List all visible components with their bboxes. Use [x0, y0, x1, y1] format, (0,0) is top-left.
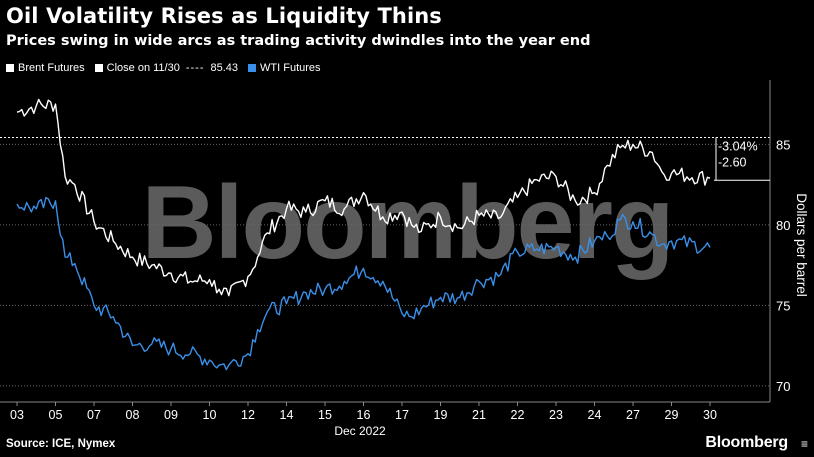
legend-value-close: 85.43 — [210, 62, 239, 74]
x-tick-label: 07 — [87, 408, 101, 422]
bloomberg-chart-icon: ≡ — [800, 437, 808, 451]
x-axis-label: Dec 2022 — [334, 424, 386, 438]
x-tick-label: 23 — [549, 408, 563, 422]
line-chart: Bloomberg 70 75 80 85 03 05 07 08 09 10 12 14 15 16 1… — [0, 80, 809, 438]
x-tick-label: 29 — [665, 408, 679, 422]
x-tick-label: 21 — [472, 408, 486, 422]
legend-label-brent: Brent Futures — [18, 62, 85, 74]
y-tick-label: 75 — [776, 298, 790, 313]
x-tick-label: 17 — [395, 408, 409, 422]
x-tick-label: 10 — [203, 408, 217, 422]
legend-swatch-wti — [248, 64, 257, 72]
x-tick-label: 24 — [588, 408, 602, 422]
source-note: Source: ICE, Nymex — [6, 438, 116, 450]
annotation-abs: -2.60 — [718, 155, 747, 169]
legend-item-close: Close on 11/30 ---- 85.43 — [94, 62, 239, 74]
legend-label-close: Close on 11/30 — [106, 62, 180, 74]
chart-subtitle: Prices swing in wide arcs as trading act… — [6, 33, 591, 49]
legend-item-brent: Brent Futures — [6, 62, 85, 74]
x-tick-label: 05 — [49, 408, 63, 422]
legend-item-wti: WTI Futures — [248, 62, 321, 74]
annotation-layer: -3.04% -2.60 — [714, 137, 770, 181]
legend-swatch-close — [94, 64, 103, 72]
legend-label-wti: WTI Futures — [260, 62, 321, 74]
x-tick-label: 08 — [126, 408, 140, 422]
x-tick-label: 12 — [241, 408, 255, 422]
y-tick-label: 85 — [776, 137, 790, 152]
series-line-brent — [16, 98, 711, 297]
legend-dashes-close: ---- — [185, 62, 205, 74]
grid-layer — [0, 143, 770, 387]
annotation-pct: -3.04% — [718, 139, 758, 153]
x-tick-label: 15 — [318, 408, 332, 422]
y-axis-label: Dollars per barrel — [794, 193, 809, 297]
bloomberg-logo: Bloomberg — [705, 434, 788, 451]
series-line-wti — [16, 196, 711, 371]
watermark-text: Bloomberg — [142, 165, 673, 281]
x-tick-label: 09 — [164, 408, 178, 422]
chart-title: Oil Volatility Rises as Liquidity Thins — [6, 4, 442, 28]
x-tick-label: 30 — [703, 408, 717, 422]
x-tick-label: 19 — [434, 408, 448, 422]
chart-legend: Brent Futures Close on 11/30 ---- 85.43 … — [6, 62, 331, 74]
x-tick-label: 16 — [357, 408, 371, 422]
y-axis: 70 75 80 85 — [769, 80, 790, 402]
x-axis: 03 05 07 08 09 10 12 14 15 16 17 19 21 22 23 24 27 29 30 — [0, 401, 770, 422]
x-tick-label: 14 — [280, 408, 294, 422]
x-tick-label: 22 — [511, 408, 525, 422]
legend-swatch-brent — [6, 64, 14, 72]
y-tick-label: 80 — [776, 218, 790, 233]
x-tick-label: 03 — [10, 408, 24, 422]
y-tick-label: 70 — [776, 379, 790, 394]
x-tick-label: 27 — [626, 408, 640, 422]
series-layer — [16, 98, 711, 371]
